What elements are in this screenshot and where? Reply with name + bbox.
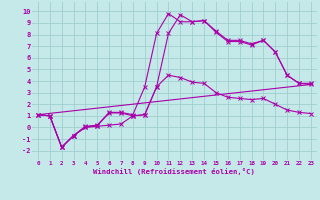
X-axis label: Windchill (Refroidissement éolien,°C): Windchill (Refroidissement éolien,°C) (93, 168, 255, 175)
